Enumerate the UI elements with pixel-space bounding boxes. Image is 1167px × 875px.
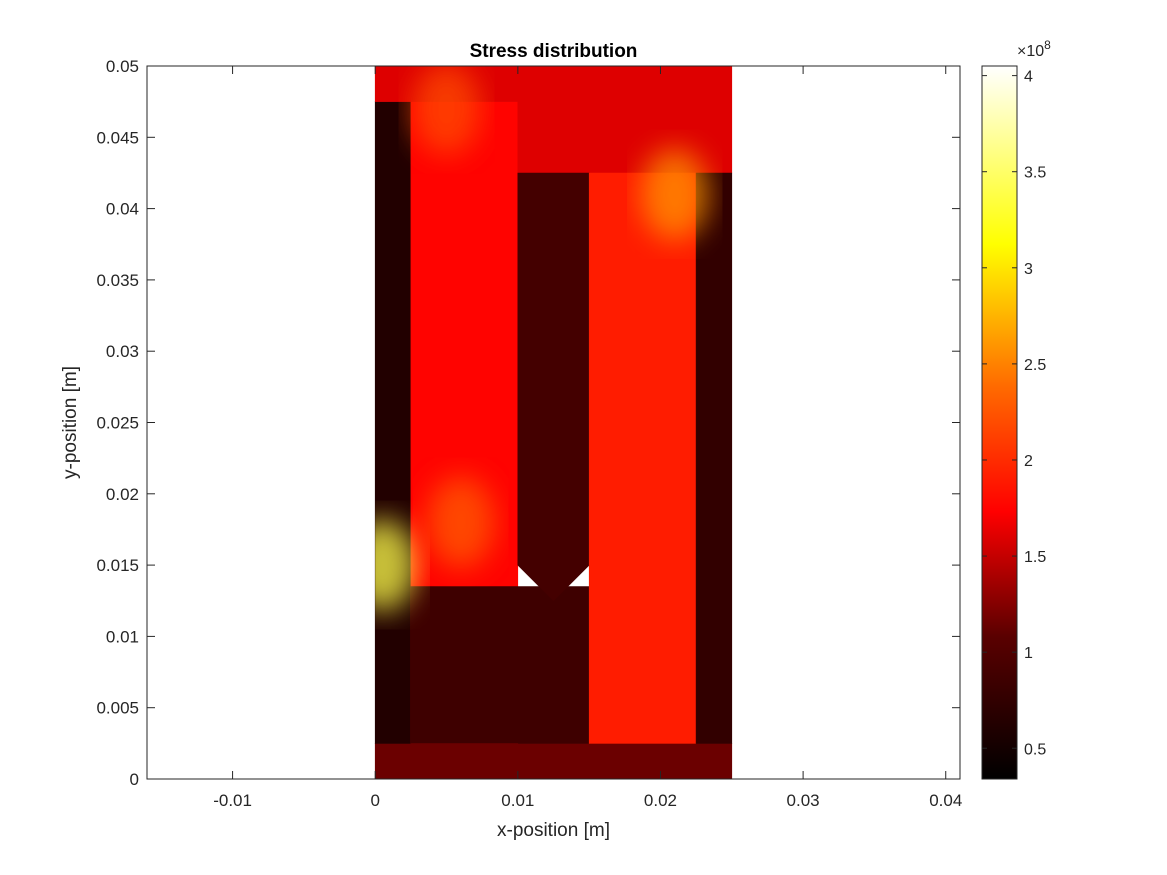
hotspot-3: [640, 148, 709, 241]
y-tick-label: 0.02: [106, 485, 139, 504]
colorbar-tick-label: 0.5: [1024, 741, 1046, 758]
colorbar-tick-label: 3.5: [1024, 165, 1046, 182]
y-tick-label: 0.01: [106, 627, 139, 646]
x-tick-label: 0.04: [929, 791, 962, 810]
y-tick-label: 0: [130, 770, 139, 789]
y-axis: 0 0.005 0.01 0.015 0.02 0.025 0.03 0.035 0.04 0.0…: [96, 57, 960, 789]
y-tick-label: 0.04: [106, 200, 139, 219]
region-base: [374, 743, 733, 779]
colorbar-axis: 0.5 1 1.5 2 2.5 3 3.5 4: [982, 69, 1046, 758]
hotspot-2: [426, 476, 495, 569]
x-tick-label: -0.01: [213, 791, 252, 810]
colorbar: [981, 65, 1018, 780]
region-left-wall: [374, 101, 412, 744]
region-inner-limb: [588, 172, 697, 744]
x-tick-label: 0.02: [644, 791, 677, 810]
y-tick-label: 0.015: [96, 556, 139, 575]
hotspot-4: [412, 66, 481, 155]
region-center-post: [517, 172, 590, 602]
colorbar-tick-label: 4: [1024, 69, 1033, 86]
colorbar-tick-label: 2: [1024, 453, 1033, 470]
colorbar-exponent-base: ×10: [1017, 43, 1044, 60]
stress-heatmap: [374, 66, 733, 779]
y-tick-label: 0.025: [96, 414, 139, 433]
colorbar-tick-label: 1.5: [1024, 549, 1046, 566]
y-axis-label: y-position [m]: [60, 366, 81, 479]
x-tick-label: 0: [370, 791, 379, 810]
colorbar-tick-label: 2.5: [1024, 357, 1046, 374]
hotspot-layer: [375, 66, 709, 612]
chart-title: Stress distribution: [470, 41, 638, 62]
x-axis-label: x-position [m]: [497, 820, 610, 841]
region-right-wall: [695, 172, 733, 744]
hotspot-1: [375, 519, 417, 612]
colorbar-exponent: ×108: [1017, 38, 1051, 60]
y-tick-label: 0.035: [96, 271, 139, 290]
x-axis: -0.01 0 0.01 0.02 0.03 0.04: [213, 66, 962, 810]
y-tick-label: 0.05: [106, 57, 139, 76]
x-tick-label: 0.01: [501, 791, 534, 810]
colorbar-exponent-power: 8: [1044, 38, 1051, 52]
y-tick-label: 0.045: [96, 128, 139, 147]
y-tick-label: 0.03: [106, 342, 139, 361]
colorbar-tick-label: 3: [1024, 261, 1033, 278]
y-tick-label: 0.005: [96, 699, 139, 718]
x-tick-label: 0.03: [787, 791, 820, 810]
colorbar-tick-label: 1: [1024, 645, 1033, 662]
